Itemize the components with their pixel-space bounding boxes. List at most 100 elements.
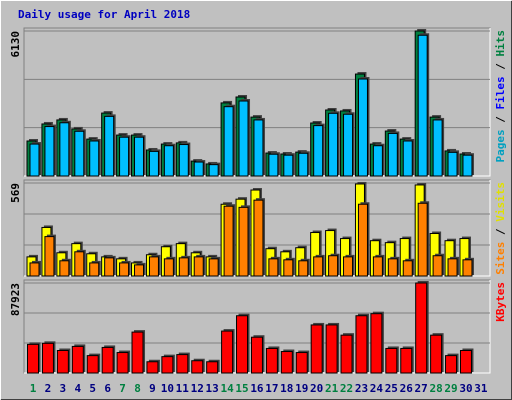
x-tick-label: 23 (355, 382, 368, 395)
bar (298, 260, 309, 277)
bar (340, 334, 353, 374)
bar (372, 145, 383, 177)
bar (221, 330, 234, 374)
bar (432, 255, 443, 277)
bar (328, 112, 339, 177)
bar (74, 251, 85, 277)
bar (131, 331, 144, 374)
x-tick-label: 26 (400, 382, 414, 395)
bar (447, 151, 458, 177)
x-tick-label: 8 (134, 382, 141, 395)
legend: KBytes (494, 282, 507, 322)
bar (355, 315, 368, 374)
bar (89, 140, 100, 177)
bar (59, 122, 70, 177)
bar (59, 260, 70, 277)
bar (343, 256, 354, 277)
bar (236, 315, 249, 374)
bar (178, 257, 189, 277)
bar (208, 164, 219, 177)
x-tick-label: 16 (250, 382, 264, 395)
x-tick-label: 13 (206, 382, 219, 395)
x-tick-label: 15 (235, 382, 248, 395)
x-tick-label: 24 (370, 382, 384, 395)
bar (462, 154, 473, 177)
bar (402, 140, 413, 177)
bar (265, 347, 278, 374)
bar (253, 119, 264, 177)
bar (387, 132, 398, 177)
bar (447, 258, 458, 277)
bar (432, 119, 443, 177)
x-tick-label: 19 (295, 382, 308, 395)
bar (459, 350, 472, 374)
bar (417, 34, 428, 177)
bar (250, 336, 263, 374)
bar (89, 262, 100, 277)
bar (193, 161, 204, 177)
bar (163, 258, 174, 277)
bar (372, 256, 383, 277)
bar (223, 205, 234, 277)
bar (86, 355, 99, 374)
x-tick-label: 27 (415, 382, 428, 395)
legend-entry: Visits (494, 182, 507, 222)
bar (44, 236, 55, 277)
bar (104, 115, 115, 177)
x-tick-label: 17 (265, 382, 278, 395)
legend-entry: / (494, 222, 507, 242)
x-tick-label: 30 (459, 382, 472, 395)
x-tick-label: 28 (429, 382, 442, 395)
bar (74, 130, 85, 177)
bar (283, 154, 294, 177)
bar (400, 347, 413, 374)
bar (146, 361, 159, 374)
bar (116, 352, 129, 374)
bar (44, 126, 55, 177)
x-tick-label: 29 (444, 382, 457, 395)
legend: Pages / Files / Hits (494, 30, 507, 163)
bar (280, 351, 293, 374)
bar (56, 350, 69, 374)
chart-title: Daily usage for April 2018 (18, 8, 190, 21)
bar (191, 360, 204, 374)
bar (268, 153, 279, 177)
bar (253, 199, 264, 277)
x-tick-label: 31 (474, 382, 488, 395)
x-tick-label: 21 (325, 382, 339, 395)
y-tick-label: 6130 (9, 31, 22, 58)
x-tick-label: 2 (45, 382, 52, 395)
x-tick-label: 3 (60, 382, 67, 395)
bar (415, 282, 428, 374)
bar (29, 143, 40, 177)
bar (163, 145, 174, 177)
bar (357, 78, 368, 177)
bar (295, 352, 308, 374)
bar (402, 260, 413, 277)
legend-entry: KBytes (494, 282, 507, 322)
bar (328, 255, 339, 277)
x-tick-label: 10 (161, 382, 174, 395)
bar (313, 125, 324, 177)
bar (29, 262, 40, 277)
bar (387, 258, 398, 277)
bar (148, 150, 159, 177)
legend-entry: / (494, 57, 507, 77)
bar (313, 256, 324, 277)
x-tick-label: 6 (104, 382, 111, 395)
bar (223, 106, 234, 177)
bar (27, 343, 39, 374)
bar (357, 203, 368, 277)
bar (268, 258, 279, 277)
x-tick-label: 22 (340, 382, 353, 395)
legend: Sites / Visits (494, 182, 507, 275)
x-tick-label: 7 (119, 382, 126, 395)
bar (238, 206, 249, 277)
bar (104, 257, 115, 277)
legend-entry: / (494, 110, 507, 130)
legend-entry: Files (494, 76, 507, 109)
bar (445, 355, 458, 374)
bar (385, 347, 398, 374)
